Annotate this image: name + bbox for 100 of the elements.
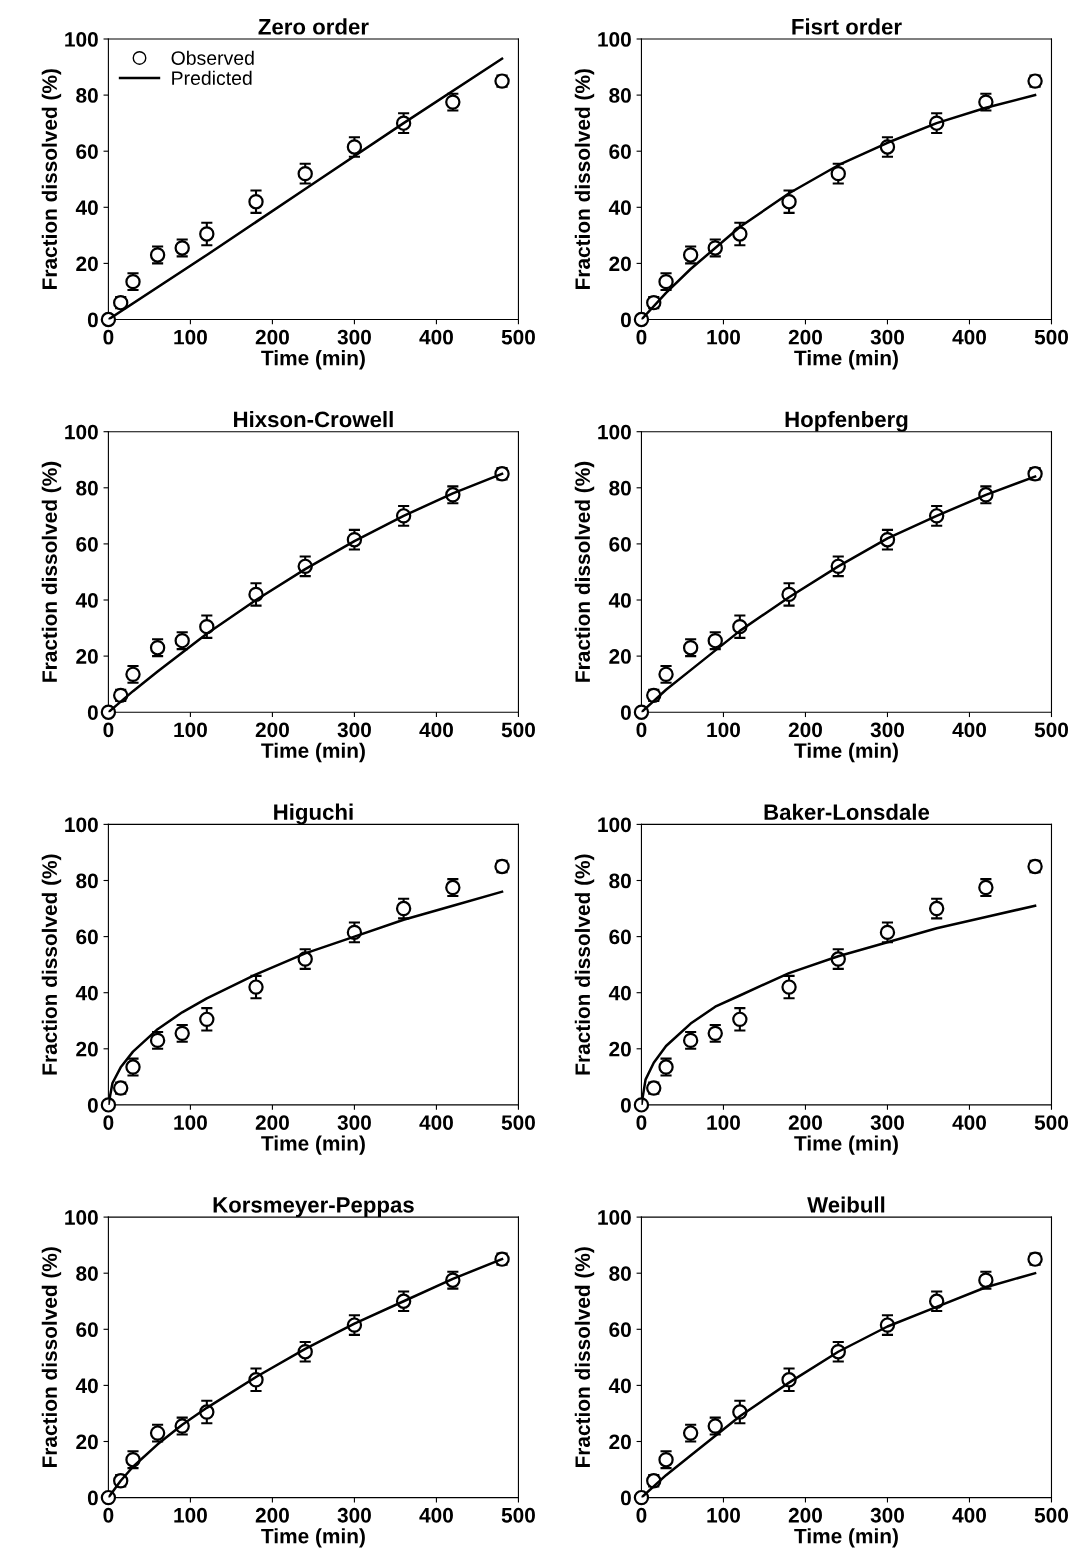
x-tick-label: 100 — [707, 1507, 740, 1523]
x-tick-label: 200 — [788, 329, 822, 345]
y-tick-label: 80 — [76, 873, 98, 889]
x-tick-label: 100 — [174, 329, 207, 345]
x-tick-label: 300 — [870, 1507, 904, 1523]
y-tick-label: 40 — [75, 200, 98, 216]
x-tick-label: 0 — [103, 1115, 114, 1130]
y-tick-label: 0 — [87, 312, 98, 328]
x-tick-label: 0 — [636, 1115, 647, 1130]
y-tick-label: 20 — [609, 1041, 631, 1057]
x-tick-label: 200 — [255, 722, 289, 738]
chart-title: Hopfenberg — [785, 410, 908, 432]
point — [248, 193, 264, 210]
x-tick-label: 500 — [1034, 329, 1069, 345]
x-tick-label: 200 — [255, 1115, 289, 1130]
point — [633, 1097, 650, 1113]
legend-label: Predicted — [172, 70, 252, 86]
x-axis-title: Time (min) — [261, 1528, 365, 1548]
y-tick-label: 100 — [598, 1210, 631, 1225]
y-axis-title: Fraction dissolved (%) — [574, 1247, 595, 1468]
y-axis-title: Fraction dissolved (%) — [574, 69, 595, 289]
y-tick-label: 20 — [76, 1041, 98, 1057]
x-tick-label: 200 — [255, 329, 289, 345]
point — [199, 226, 215, 242]
y-axis-title: Fraction dissolved (%) — [574, 461, 595, 682]
chart-title: Fisrt order — [792, 18, 902, 35]
x-tick-label: 200 — [788, 1507, 822, 1523]
chart-title: Higuchi — [274, 803, 353, 825]
point — [781, 193, 797, 210]
y-tick-label: 80 — [76, 480, 98, 496]
x-tick-label: 100 — [174, 1115, 207, 1130]
x-tick-label: 200 — [255, 1507, 289, 1523]
x-tick-label: 0 — [103, 722, 114, 738]
x-tick-label: 400 — [419, 329, 453, 345]
x-tick-label: 200 — [788, 1115, 822, 1130]
point — [633, 1489, 650, 1506]
x-tick-label: 0 — [636, 722, 647, 738]
y-tick-label: 100 — [598, 424, 631, 440]
y-tick-label: 60 — [76, 144, 98, 159]
x-axis-title: Time (min) — [794, 1135, 898, 1155]
y-tick-label: 80 — [76, 88, 98, 103]
x-tick-label: 100 — [174, 722, 207, 738]
y-tick-label: 40 — [75, 985, 98, 1001]
y-tick-label: 20 — [609, 256, 631, 272]
y-tick-label: 80 — [76, 1266, 98, 1281]
x-tick-label: 300 — [337, 329, 371, 345]
x-tick-label: 500 — [1034, 722, 1069, 738]
x-tick-label: 0 — [103, 329, 114, 345]
y-tick-label: 60 — [609, 536, 631, 552]
y-tick-label: 40 — [608, 1378, 631, 1394]
y-tick-label: 80 — [609, 480, 631, 496]
y-tick-label: 0 — [87, 705, 98, 720]
y-tick-label: 40 — [608, 593, 631, 608]
x-tick-label: 200 — [788, 722, 822, 738]
x-tick-label: 300 — [870, 329, 904, 345]
x-tick-label: 0 — [636, 329, 647, 345]
y-tick-label: 60 — [76, 536, 98, 552]
y-tick-label: 20 — [609, 649, 631, 664]
y-tick-label: 0 — [87, 1097, 98, 1113]
point — [248, 979, 264, 995]
point — [100, 311, 117, 328]
point — [100, 1489, 117, 1506]
x-tick-label: 300 — [870, 722, 904, 738]
y-tick-label: 100 — [65, 817, 98, 833]
y-axis-title: Fraction dissolved (%) — [41, 69, 62, 289]
x-tick-label: 500 — [501, 722, 535, 738]
y-tick-label: 20 — [76, 1434, 98, 1450]
x-tick-label: 300 — [337, 1507, 371, 1523]
y-tick-label: 80 — [609, 1266, 631, 1281]
y-tick-label: 40 — [608, 985, 631, 1001]
y-tick-label: 60 — [609, 1322, 631, 1338]
y-tick-label: 0 — [620, 705, 631, 720]
y-tick-label: 0 — [620, 1490, 631, 1506]
chart-title: Weibull — [807, 1196, 885, 1213]
point — [100, 704, 117, 720]
x-tick-label: 300 — [870, 1115, 904, 1130]
y-tick-label: 80 — [609, 873, 631, 889]
x-tick-label: 300 — [337, 722, 371, 738]
x-tick-label: 400 — [419, 722, 453, 738]
x-tick-label: 400 — [419, 1115, 453, 1130]
y-axis-title: Fraction dissolved (%) — [41, 1247, 62, 1468]
x-tick-label: 0 — [103, 1507, 114, 1523]
y-axis-title: Fraction dissolved (%) — [41, 461, 62, 682]
x-tick-label: 400 — [952, 1507, 986, 1523]
x-axis-title: Time (min) — [261, 1135, 365, 1155]
x-tick-label: 100 — [174, 1507, 207, 1523]
y-tick-label: 100 — [598, 32, 631, 47]
y-tick-label: 20 — [609, 1434, 631, 1450]
point — [633, 311, 650, 328]
y-tick-label: 40 — [75, 593, 98, 608]
y-tick-label: 20 — [76, 256, 98, 272]
x-tick-label: 400 — [952, 1115, 986, 1130]
y-tick-label: 20 — [76, 649, 98, 664]
x-tick-label: 100 — [707, 329, 740, 345]
chart-title: Hixson-Crowell — [234, 410, 393, 428]
y-tick-label: 60 — [76, 1322, 98, 1338]
y-tick-label: 60 — [609, 929, 631, 945]
chart-title: Baker-Lonsdale — [764, 803, 930, 821]
x-tick-label: 100 — [707, 722, 740, 738]
y-tick-label: 80 — [609, 88, 631, 103]
